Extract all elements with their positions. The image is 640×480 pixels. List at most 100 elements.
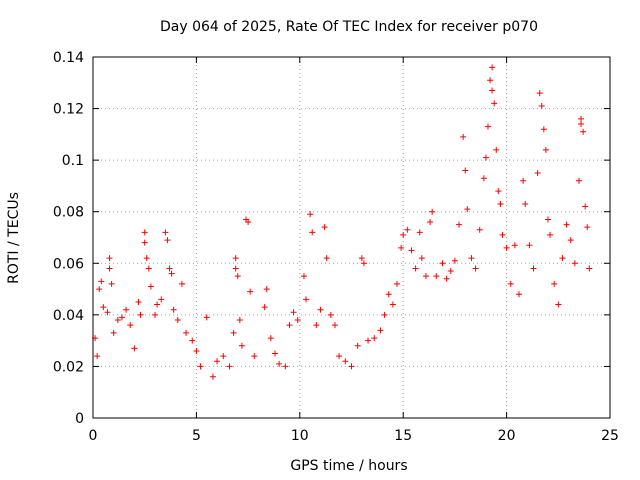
data-point (247, 288, 254, 295)
data-point (162, 229, 169, 236)
data-point (141, 239, 148, 246)
data-point (313, 322, 320, 329)
data-point (170, 306, 177, 313)
data-point (168, 270, 175, 277)
x-tick-label: 15 (394, 428, 412, 444)
data-point (418, 255, 425, 262)
data-point (408, 247, 415, 254)
data-point (158, 296, 165, 303)
data-point (526, 242, 533, 249)
data-point (578, 115, 585, 122)
data-point (178, 280, 185, 287)
data-point (429, 208, 436, 215)
data-point (456, 221, 463, 228)
data-point (530, 265, 537, 272)
data-point (559, 255, 566, 262)
data-point (412, 265, 419, 272)
data-point (193, 347, 200, 354)
data-point (555, 301, 562, 308)
data-point (147, 283, 154, 290)
data-point (123, 306, 130, 313)
data-point (321, 224, 328, 231)
data-point (578, 121, 585, 128)
y-tick-label: 0.06 (53, 256, 84, 272)
data-point (309, 229, 316, 236)
data-point (263, 286, 270, 293)
data-point (276, 360, 283, 367)
data-point (238, 342, 245, 349)
data-point (443, 275, 450, 282)
data-point (290, 309, 297, 316)
data-point (245, 219, 252, 226)
data-point (197, 363, 204, 370)
y-tick-label: 0 (75, 411, 84, 427)
data-point (360, 260, 367, 267)
data-point (307, 211, 314, 218)
data-point (563, 221, 570, 228)
data-point (336, 353, 343, 360)
data-point (472, 265, 479, 272)
data-point (538, 102, 545, 109)
x-axis-label: GPS time / hours (290, 458, 407, 474)
data-point (96, 286, 103, 293)
data-point (433, 273, 440, 280)
data-point (371, 335, 378, 342)
data-points (92, 64, 593, 380)
x-tick-label: 20 (498, 428, 516, 444)
data-point (94, 353, 101, 360)
data-point (104, 309, 111, 316)
data-point (286, 322, 293, 329)
data-point (427, 219, 434, 226)
data-point (580, 128, 587, 135)
data-point (303, 296, 310, 303)
data-point (271, 350, 278, 357)
data-point (542, 146, 549, 153)
x-tick-label: 0 (89, 428, 98, 444)
x-tick-label: 5 (192, 428, 201, 444)
data-point (482, 154, 489, 161)
data-point (98, 278, 105, 285)
data-point (462, 167, 469, 174)
data-point (400, 231, 407, 238)
data-point (220, 353, 227, 360)
data-point (464, 206, 471, 213)
y-tick-label: 0.02 (53, 359, 84, 375)
y-tick-label: 0.04 (53, 308, 84, 324)
data-point (567, 237, 574, 244)
data-point (214, 358, 221, 365)
data-point (404, 226, 411, 233)
data-point (127, 322, 134, 329)
data-point (499, 231, 506, 238)
data-point (141, 229, 148, 236)
data-point (586, 265, 593, 272)
data-point (234, 273, 241, 280)
y-tick-label: 0.08 (53, 205, 84, 221)
plot-frame (92, 56, 611, 419)
data-point (183, 329, 190, 336)
data-point (100, 304, 107, 311)
data-point (381, 311, 388, 318)
data-point (261, 304, 268, 311)
data-point (547, 231, 554, 238)
chart-title: Day 064 of 2025, Rate Of TEC Index for r… (160, 19, 538, 35)
data-point (230, 329, 237, 336)
data-point (468, 255, 475, 262)
data-point (358, 255, 365, 262)
data-point (484, 123, 491, 130)
data-point (389, 301, 396, 308)
data-point (460, 133, 467, 140)
data-point (143, 255, 150, 262)
data-point (110, 329, 117, 336)
data-point (209, 373, 216, 380)
data-point (520, 177, 527, 184)
data-point (447, 268, 454, 275)
data-point (354, 342, 361, 349)
data-point (493, 146, 500, 153)
data-point (189, 337, 196, 344)
data-point (154, 301, 161, 308)
data-point (497, 200, 504, 207)
data-point (495, 188, 502, 195)
data-point (232, 255, 239, 262)
data-point (114, 317, 121, 324)
x-axis-ticks: 0 5 10 15 20 25 (89, 57, 619, 444)
